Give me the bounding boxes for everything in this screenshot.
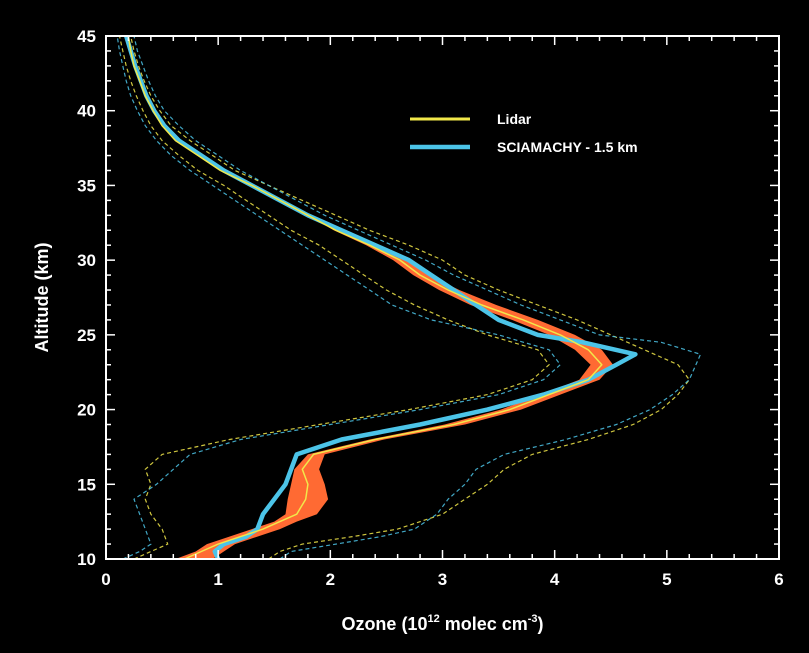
x-axis-title-part3: ) xyxy=(538,614,544,634)
y-tick-label: 35 xyxy=(77,176,96,195)
x-axis-title: Ozone (1012 molec cm-3) xyxy=(341,613,543,634)
legend-label-sciamachy: SCIAMACHY - 1.5 km xyxy=(497,139,638,155)
y-tick-label: 30 xyxy=(77,251,96,270)
y-tick-label: 15 xyxy=(77,475,96,494)
y-tick-label: 10 xyxy=(77,550,96,569)
legend-label-lidar: Lidar xyxy=(497,111,532,127)
x-tick-label: 4 xyxy=(550,570,560,589)
y-tick-label: 20 xyxy=(77,401,96,420)
y-tick-label: 45 xyxy=(77,27,96,46)
series-line-sciamachy xyxy=(124,35,638,560)
series-line-lidar xyxy=(127,35,603,560)
y-tick-label: 40 xyxy=(77,102,96,121)
y-tick-label: 25 xyxy=(77,326,96,345)
x-axis-title-part1: Ozone (10 xyxy=(341,614,427,634)
x-axis-title-superscript-2: -3 xyxy=(528,613,538,625)
x-tick-label: 6 xyxy=(774,570,783,589)
envelope-line-2 xyxy=(116,35,562,560)
x-axis-ticks: 0 1 2 3 4 5 6 xyxy=(101,36,784,589)
x-tick-label: 3 xyxy=(438,570,447,589)
envelope-lines xyxy=(116,35,702,560)
x-axis-title-part2: molec cm xyxy=(440,614,528,634)
envelope-line-3 xyxy=(133,35,702,560)
y-axis-title: Altitude (km) xyxy=(32,242,52,352)
x-tick-label: 1 xyxy=(213,570,222,589)
series-lines xyxy=(124,35,638,560)
y-axis-ticks: 10 15 20 25 30 35 40 45 xyxy=(77,27,779,569)
x-axis-title-superscript-1: 12 xyxy=(427,613,439,625)
x-tick-label: 0 xyxy=(101,570,110,589)
legend: Lidar SCIAMACHY - 1.5 km xyxy=(410,111,638,155)
x-tick-label: 2 xyxy=(326,570,335,589)
envelope-line-1 xyxy=(130,35,691,560)
x-tick-label: 5 xyxy=(662,570,671,589)
